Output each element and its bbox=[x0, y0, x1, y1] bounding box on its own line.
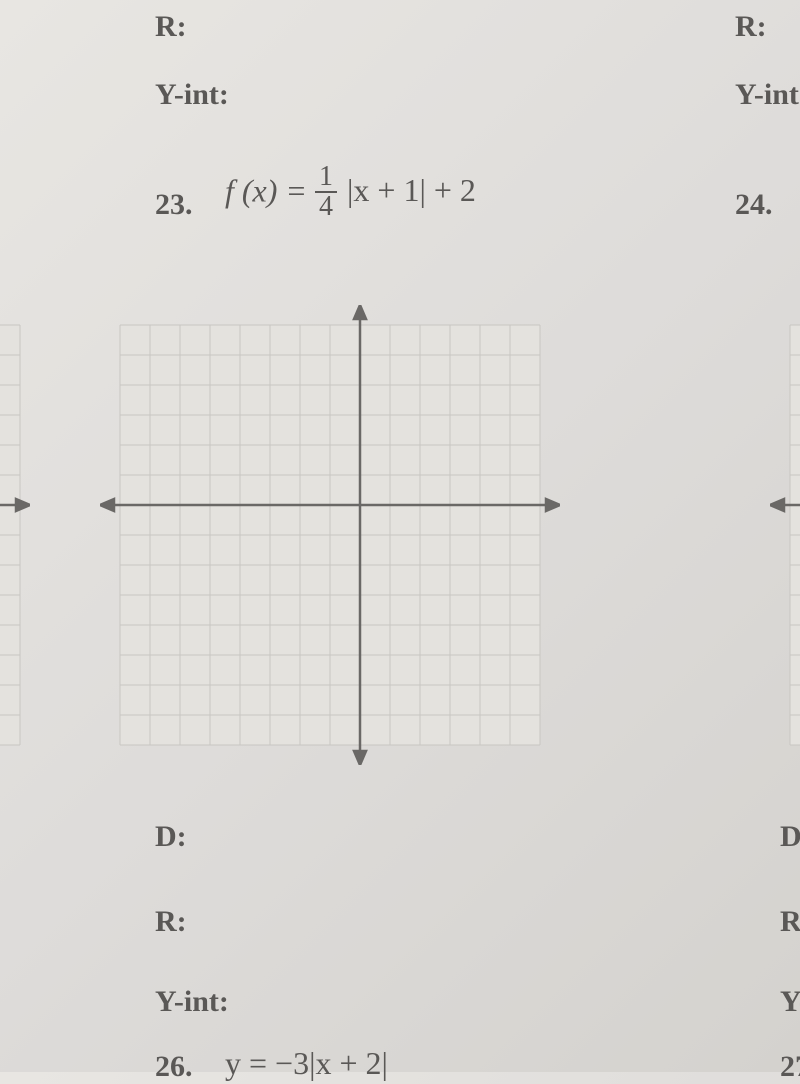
equation-26: y = −3|x + 2| bbox=[225, 1045, 388, 1082]
r-label-bottom-left: R: bbox=[155, 905, 187, 939]
r-label-bottom-right: R: bbox=[780, 905, 800, 939]
d-label-bottom-left: D: bbox=[155, 820, 187, 854]
graph-right-svg bbox=[770, 305, 800, 765]
yint-label-bottom-right: Y- bbox=[780, 985, 800, 1019]
yint-label-bottom-left: Y-int: bbox=[155, 985, 229, 1019]
problem-27-number: 27 bbox=[780, 1050, 800, 1084]
problem-26-number: 26. bbox=[155, 1050, 193, 1084]
problem-23-number: 23. bbox=[155, 188, 193, 222]
y-axis-up-arrow-icon bbox=[354, 305, 366, 319]
eq26-text: y = −3|x + 2| bbox=[225, 1045, 388, 1081]
graph-left-svg bbox=[0, 305, 30, 765]
yint-label-right: Y-int bbox=[735, 78, 799, 112]
r-label-top-right: R: bbox=[735, 10, 767, 44]
x-axis-left-arrow-icon bbox=[100, 499, 114, 511]
right-graph-arrow-icon bbox=[770, 499, 784, 511]
equation-23: f (x) = 1 4 |x + 1| + 2 bbox=[225, 165, 476, 223]
y-axis-down-arrow-icon bbox=[354, 751, 366, 765]
x-axis-right-arrow-icon bbox=[546, 499, 560, 511]
d-label-bottom-right: D: bbox=[780, 820, 800, 854]
problem-24-number: 24. bbox=[735, 188, 773, 222]
coordinate-graph-right-partial bbox=[770, 305, 800, 770]
eq23-fraction: 1 4 bbox=[315, 163, 337, 221]
r-label-top-left: R: bbox=[155, 10, 187, 44]
eq23-fx: f (x) = bbox=[225, 172, 307, 208]
eq23-numerator: 1 bbox=[315, 163, 337, 193]
coordinate-graph-left-partial bbox=[0, 305, 30, 770]
eq23-abs-part: |x + 1| + 2 bbox=[347, 172, 476, 208]
eq23-denominator: 4 bbox=[315, 193, 337, 221]
yint-label-left: Y-int: bbox=[155, 78, 229, 112]
graph-svg bbox=[100, 305, 560, 765]
coordinate-graph-main bbox=[100, 305, 560, 770]
left-graph-arrow-icon bbox=[16, 499, 30, 511]
